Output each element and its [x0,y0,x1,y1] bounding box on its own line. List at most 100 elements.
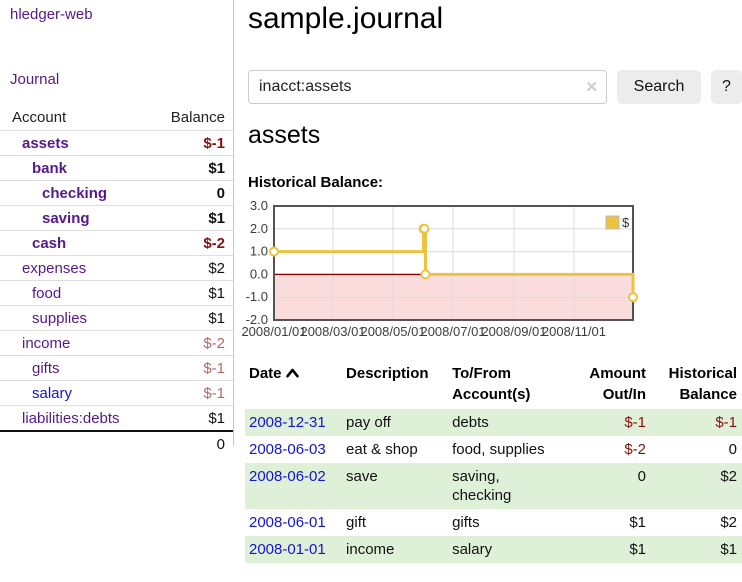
help-button[interactable]: ? [711,70,742,104]
register-row: 2008-06-02 save saving, checking 0 $2 [245,463,742,509]
account-balance: $-2 [203,334,225,352]
account-link[interactable]: food [32,284,62,302]
accounts-table-header: Account Balance [0,104,233,131]
account-link[interactable]: assets [22,134,69,152]
column-header-date-label: Date [249,365,282,382]
account-row: gifts $-1 [0,356,233,381]
account-balance: $1 [208,309,225,327]
svg-text:2008/03/01: 2008/03/01 [300,324,365,339]
account-row: income $-2 [0,331,233,356]
svg-text:2008/07/01: 2008/07/01 [420,324,485,339]
accounts-column-account: Account [12,108,67,126]
column-header-accounts: To/From Account(s) [452,365,531,403]
svg-text:2008/05/01: 2008/05/01 [360,324,425,339]
account-row: supplies $1 [0,306,233,331]
account-balance: $-1 [203,384,225,402]
account-row: cash $-2 [0,231,233,256]
accounts-table-rows: assets $-1 bank $1 checking 0 saving $1 cash $-2 e… [0,131,233,430]
account-balance: $1 [208,284,225,302]
account-balance: $-2 [203,234,225,252]
register-row: 2008-06-01 gift gifts $1 $2 [245,509,742,536]
balance-chart: $3.0 2.0 1.0 0.0 -1.0 -2.0 2008/01/01 2008/03/0… [240,198,742,350]
account-link[interactable]: cash [32,234,67,252]
transaction-accounts: debts [452,409,576,436]
clear-search-icon[interactable]: ✕ [585,79,598,96]
search-input[interactable] [248,70,607,104]
transaction-amount: $-1 [575,409,647,436]
transaction-amount: $-2 [624,441,647,458]
svg-text:0.0: 0.0 [250,266,268,281]
transaction-accounts: food, supplies [452,441,545,458]
sort-ascending-icon [285,363,299,384]
transaction-description: eat & shop [346,441,418,458]
search-button[interactable]: Search [617,70,701,104]
transaction-accounts: salary [452,536,576,563]
account-link[interactable]: saving [42,209,90,227]
column-header-amount: Amount Out/In [589,365,647,403]
account-balance: $1 [208,209,225,227]
transaction-accounts: saving, checking [452,463,576,509]
chart-title-label: Historical Balance: [248,174,384,191]
transaction-date-link[interactable]: 2008-06-02 [249,468,326,485]
account-link[interactable]: expenses [22,259,87,277]
transaction-date-link[interactable]: 2008-06-01 [249,514,326,531]
account-link[interactable]: checking [42,184,108,202]
account-row: assets $-1 [0,131,233,156]
register-row: 2008-12-31 pay off debts $-1 $-1 [245,409,742,436]
sidebar-item-journal[interactable]: Journal [10,71,60,88]
page-title: sample.journal [248,2,444,35]
account-link[interactable]: income [22,334,71,352]
accounts-table: Account Balance assets $-1 bank $1 checking 0… [0,104,233,456]
transaction-accounts: gifts [452,514,480,531]
sidebar: hledger-web Journal Account Balance asse… [0,0,234,453]
transaction-balance: $-1 [646,409,742,436]
account-balance: $2 [208,259,225,277]
transaction-amount: 0 [575,463,647,509]
account-link[interactable]: liabilities:debts [22,409,120,427]
register-row: 2008-06-03 eat & shop food, supplies $-2 0 [245,436,742,463]
register-row: 2008-01-01 income salary $1 $1 [245,536,742,563]
transaction-description: save [346,463,453,509]
account-balance: $-1 [203,359,225,377]
transaction-amount: $1 [575,536,647,563]
account-row: bank $1 [0,156,233,181]
svg-text:3.0: 3.0 [250,200,268,213]
svg-text:2008/11/01: 2008/11/01 [542,324,606,339]
svg-text:$: $ [622,215,630,230]
register-rows: 2008-12-31 pay off debts $-1 $-1 2008-06-03 ea… [245,409,742,563]
account-balance: $1 [208,409,225,427]
main-content: sample.journal ✕ Search ? assets Histori… [241,0,742,582]
account-balance: $-1 [203,134,225,152]
transaction-balance: 0 [728,441,737,458]
account-link[interactable]: supplies [32,309,88,327]
transaction-description: income [346,536,453,563]
accounts-total-value: 0 [216,435,225,453]
accounts-column-balance: Balance [170,108,225,126]
account-row: liabilities:debts $1 [0,406,233,430]
svg-text:2008/09/01: 2008/09/01 [481,324,546,339]
account-balance: 0 [216,184,225,202]
search-bar: ✕ Search ? [248,70,742,104]
app-brand-link[interactable]: hledger-web [10,6,93,23]
accounts-total-row: 0 [0,430,233,456]
transaction-date-link[interactable]: 2008-06-03 [249,441,326,458]
svg-text:1.0: 1.0 [250,244,268,259]
account-link[interactable]: bank [32,159,68,177]
account-link[interactable]: salary [32,384,73,402]
transaction-date-link[interactable]: 2008-01-01 [249,541,326,558]
column-header-date[interactable]: Date [245,363,346,409]
account-row: salary $-1 [0,381,233,406]
transaction-balance: $2 [646,463,742,509]
svg-text:-1.0: -1.0 [246,289,268,304]
transaction-amount: $1 [629,514,647,531]
transaction-balance: $1 [646,536,742,563]
register-header-row: Date Description To/From Account(s) Amou… [245,363,742,409]
transaction-date-link[interactable]: 2008-12-31 [249,414,326,431]
transaction-description: gift [346,514,367,531]
svg-text:2008/01/01: 2008/01/01 [241,324,306,339]
transaction-balance: $2 [720,514,737,531]
register-table: Date Description To/From Account(s) Amou… [245,363,742,563]
account-link[interactable]: gifts [32,359,60,377]
svg-text:2.0: 2.0 [250,221,268,236]
account-title: assets [248,121,321,149]
